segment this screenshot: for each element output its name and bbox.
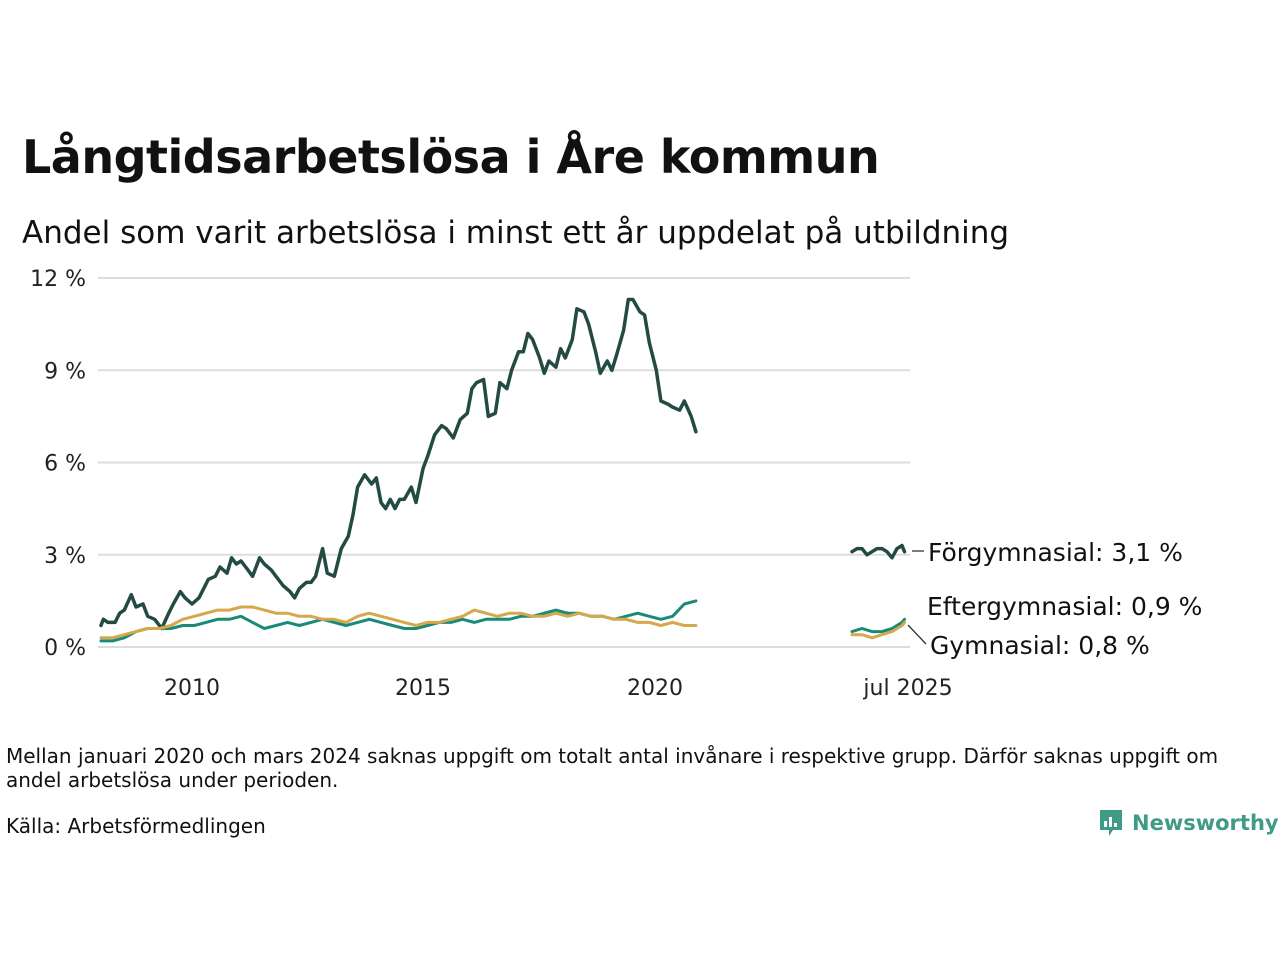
y-tick-label: 12 %: [30, 267, 86, 292]
label-leader-line: [907, 624, 927, 645]
series-line-gymnasial: [99, 605, 698, 640]
series-line-eftergymnasial: [850, 617, 906, 634]
series-line-förgymnasial: [850, 543, 907, 560]
x-tick-label: 2010: [164, 676, 220, 701]
x-tick-label: 2020: [627, 676, 683, 701]
newsworthy-logo-text: Newsworthy: [1132, 811, 1279, 835]
chart-subtitle: Andel som varit arbetslösa i minst ett å…: [22, 215, 1010, 251]
y-tick-label: 0 %: [44, 636, 86, 661]
y-tick-label: 3 %: [44, 544, 86, 569]
x-axis: 2010 2015 2020 jul 2025: [164, 676, 953, 701]
gridlines: [98, 277, 910, 648]
series-lines: [99, 297, 907, 643]
series-labels: Förgymnasial: 3,1 % Eftergymnasial: 0,9 %…: [907, 538, 1202, 660]
y-tick-label: 9 %: [44, 359, 86, 384]
chart-title: Långtidsarbetslösa i Åre kommun: [22, 130, 880, 184]
series-label-förgymnasial: Förgymnasial: 3,1 %: [928, 538, 1183, 567]
newsworthy-logo: Newsworthy: [1098, 808, 1279, 838]
series-line-gymnasial: [850, 620, 906, 640]
y-axis: 0 % 3 % 6 % 9 % 12 %: [30, 267, 86, 661]
series-label-gymnasial: Gymnasial: 0,8 %: [930, 631, 1150, 660]
newsworthy-logo-icon: [1100, 810, 1122, 836]
series-label-eftergymnasial: Eftergymnasial: 0,9 %: [927, 592, 1202, 621]
y-tick-label: 6 %: [44, 452, 86, 477]
series-line-förgymnasial: [99, 297, 698, 631]
source-note: Källa: Arbetsförmedlingen: [6, 814, 266, 838]
x-tick-label: jul 2025: [862, 676, 952, 701]
footnote: Mellan januari 2020 och mars 2024 saknas…: [6, 744, 1219, 792]
x-tick-label: 2015: [395, 676, 451, 701]
